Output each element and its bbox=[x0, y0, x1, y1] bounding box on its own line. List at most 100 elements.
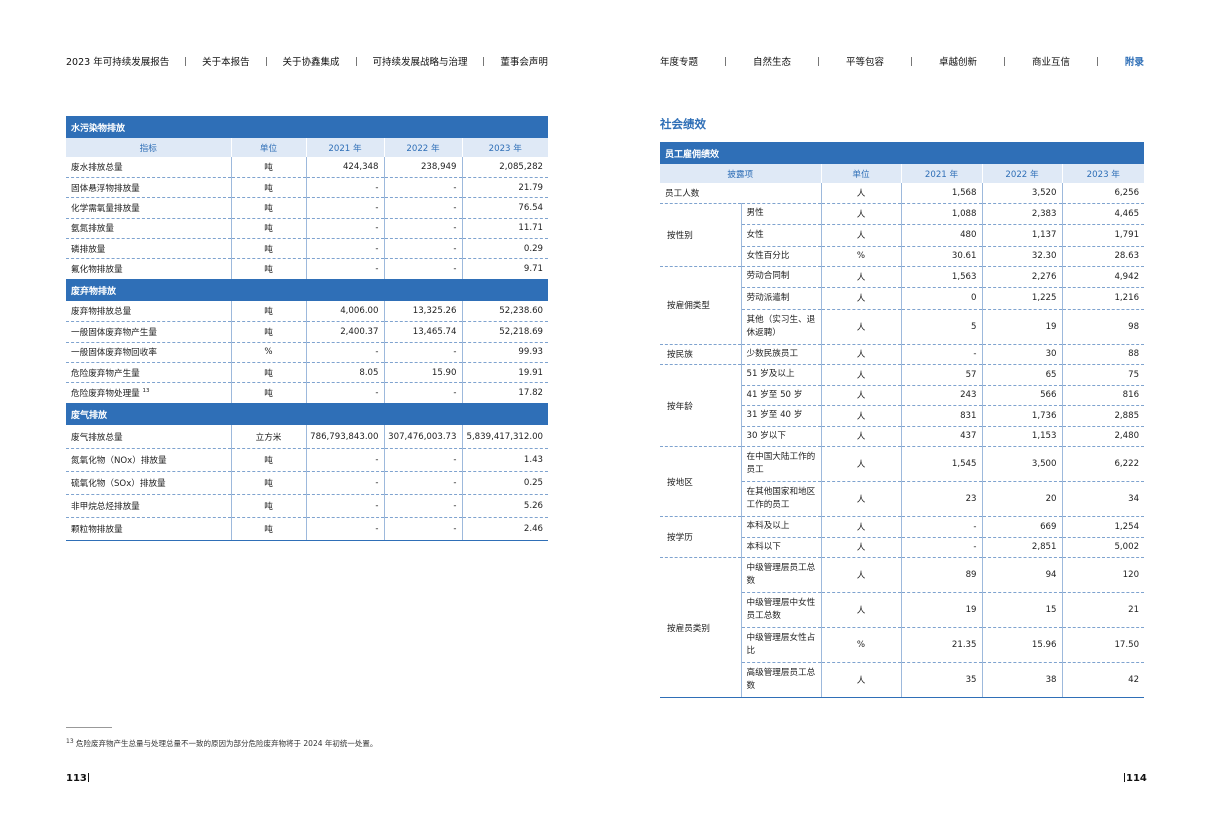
value-2023: 98 bbox=[1061, 309, 1145, 345]
value-2023: 11.71 bbox=[461, 218, 549, 240]
table-row: 30 岁以下人 437 1,153 2,480 bbox=[660, 426, 1145, 447]
table-row: 员工人数人 1,568 3,520 6,256 bbox=[660, 183, 1145, 204]
unit-cell: 人 bbox=[820, 385, 901, 406]
table-row: 废弃物排放总量 吨 4,006.00 13,325.26 52,238.60 bbox=[66, 301, 549, 323]
value-2022: 1,153 bbox=[981, 426, 1062, 447]
indicator-label: 危险废弃物处理量 bbox=[71, 389, 140, 400]
value-2023: 2,480 bbox=[1061, 426, 1145, 447]
value-2021: 831 bbox=[900, 405, 982, 427]
value-2022: 30 bbox=[981, 344, 1062, 365]
table-row: 其他（实习生、退休返聘）人 5 19 98 bbox=[660, 309, 1145, 345]
nav-item[interactable]: 关于本报告 bbox=[202, 57, 250, 68]
value-2021: 30.61 bbox=[900, 246, 982, 267]
indicator-label: 氮氧化物（NOx）排放量 bbox=[71, 455, 167, 466]
indicator-name: 一般固体废弃物回收率 bbox=[66, 342, 231, 364]
value-2021: 437 bbox=[900, 426, 982, 447]
indicator-name: 废气排放总量 bbox=[66, 425, 231, 449]
environment-emissions-table: 水污染物排放 指标 单位 2021 年 2022 年 2023 年废水排放总量吨 424,3… bbox=[66, 116, 549, 541]
indicator-name: 一般固体废弃物产生量 bbox=[66, 321, 231, 343]
nav-item[interactable]: 商业互信 bbox=[1031, 57, 1070, 68]
table-row: 氮氧化物（NOx）排放量吨 - -1.43 bbox=[66, 448, 549, 472]
group-label: 按雇佣类型 bbox=[660, 266, 741, 345]
nav-item[interactable]: 附录 bbox=[1124, 57, 1144, 68]
page-number-left-value: 113 bbox=[66, 773, 87, 784]
indicator-name: 危险废弃物处理量 13 bbox=[66, 383, 231, 403]
value-2022: - bbox=[383, 382, 462, 404]
indicator-label: 固体悬浮物排放量 bbox=[71, 183, 140, 194]
value-2023: 5,839,417,312.00 bbox=[461, 425, 549, 449]
unit-cell: 人 bbox=[820, 557, 901, 593]
table-row: 高级管理层员工总数人 35 38 42 bbox=[660, 662, 1145, 698]
unit-cell: 人 bbox=[820, 364, 901, 386]
nav-item[interactable]: 卓越创新 bbox=[938, 57, 977, 68]
indicator-name: 硫氧化物（SOx）排放量 bbox=[66, 471, 231, 495]
indicator-label: 磷排放量 bbox=[71, 244, 106, 255]
value-2022: 15.90 bbox=[383, 362, 462, 384]
unit-cell: 吨 bbox=[230, 197, 306, 219]
group-label: 按年龄 bbox=[660, 364, 741, 447]
social-performance-title: 社会绩效 bbox=[660, 117, 706, 131]
page-number-divider bbox=[1124, 773, 1125, 782]
column-header: 披露项 bbox=[660, 164, 821, 183]
unit-cell: 吨 bbox=[230, 382, 306, 404]
value-2021: 23 bbox=[900, 481, 982, 517]
indicator-name: 废水排放总量 bbox=[66, 157, 231, 178]
sub-item: 劳动派遣制 bbox=[740, 287, 821, 310]
value-2022: 32.30 bbox=[981, 246, 1062, 267]
value-2021: - bbox=[305, 382, 384, 404]
table-row: 41 岁至 50 岁人 243 566 816 bbox=[660, 385, 1145, 406]
value-2021: 1,563 bbox=[900, 266, 982, 288]
unit-cell: 吨 bbox=[230, 448, 306, 472]
unit-cell: 人 bbox=[820, 592, 901, 628]
unit-cell: 人 bbox=[820, 266, 901, 288]
table-row: 氟化物排放量吨 - -9.71 bbox=[66, 258, 549, 280]
column-header: 2021 年 bbox=[305, 138, 384, 157]
table-row: 中级管理层中女性员工总数人 19 15 21 bbox=[660, 592, 1145, 628]
unit-cell: % bbox=[820, 246, 901, 267]
table-row: 硫氧化物（SOx）排放量吨 - -0.25 bbox=[66, 471, 549, 495]
nav-item[interactable]: 平等包容 bbox=[845, 57, 884, 68]
value-2021: 21.35 bbox=[900, 627, 982, 663]
value-2023: 19.91 bbox=[461, 362, 549, 384]
value-2023: 9.71 bbox=[461, 258, 549, 280]
value-2023: 816 bbox=[1061, 385, 1145, 406]
value-2022: 1,225 bbox=[981, 287, 1062, 310]
nav-item[interactable]: 2023 年可持续发展报告 bbox=[66, 57, 170, 68]
value-2021: 35 bbox=[900, 662, 982, 698]
sub-item: 中级管理层中女性员工总数 bbox=[740, 592, 821, 628]
nav-separator bbox=[265, 56, 267, 66]
value-2023: 6,222 bbox=[1061, 446, 1145, 482]
report-nav-right: 年度专题 自然生态 平等包容 卓越创新 商业互信 附录 bbox=[660, 52, 1144, 70]
nav-item[interactable]: 可持续发展战略与治理 bbox=[372, 57, 468, 68]
value-2021: - bbox=[305, 258, 384, 280]
table-row: 在其他国家和地区工作的员工人 23 20 34 bbox=[660, 481, 1145, 517]
indicator-name: 废弃物排放总量 bbox=[66, 301, 231, 323]
nav-item[interactable]: 关于协鑫集成 bbox=[282, 57, 340, 68]
nav-item[interactable]: 年度专题 bbox=[660, 57, 699, 68]
section-title: 水污染物排放 bbox=[66, 116, 549, 138]
value-2021: 19 bbox=[900, 592, 982, 628]
value-2023: 21.79 bbox=[461, 177, 549, 199]
column-header-row: 指标 单位 2021 年 2022 年 2023 年 bbox=[66, 138, 549, 157]
unit-cell: 人 bbox=[820, 662, 901, 698]
value-2021: 0 bbox=[900, 287, 982, 310]
unit-cell: 人 bbox=[820, 426, 901, 447]
value-2023: 0.29 bbox=[461, 238, 549, 260]
value-2023: 4,942 bbox=[1061, 266, 1145, 288]
nav-item[interactable]: 董事会声明 bbox=[500, 57, 548, 68]
section-title: 废弃物排放 bbox=[66, 279, 549, 302]
table-row: 磷排放量吨 - -0.29 bbox=[66, 238, 549, 260]
table-row: 按地区 在中国大陆工作的员工人 1,545 3,500 6,222 bbox=[660, 446, 1145, 517]
unit-cell: 人 bbox=[820, 224, 901, 247]
column-header: 指标 bbox=[66, 138, 231, 157]
value-2023: 1.43 bbox=[461, 448, 549, 472]
indicator-label: 氨氮排放量 bbox=[71, 224, 114, 235]
footnote-rule bbox=[66, 727, 112, 728]
value-2023: 52,238.60 bbox=[461, 301, 549, 323]
employment-performance-table: 员工雇佣绩效 披露项 单位 2021 年 2022 年 2023 年员工人数人 1,568 3… bbox=[660, 142, 1145, 698]
value-2023: 1,216 bbox=[1061, 287, 1145, 310]
nav-item[interactable]: 自然生态 bbox=[752, 57, 791, 68]
table-row: 一般固体废弃物产生量 吨 2,400.37 13,465.74 52,218.69 bbox=[66, 321, 549, 343]
indicator-name: 氮氧化物（NOx）排放量 bbox=[66, 448, 231, 472]
value-2022: - bbox=[383, 238, 462, 260]
